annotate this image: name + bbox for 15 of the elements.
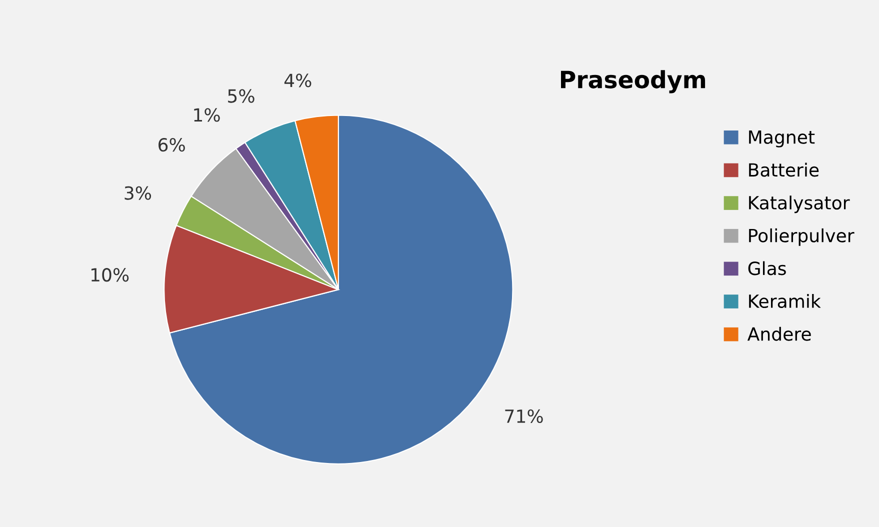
data-label: 5% [228, 89, 254, 103]
legend-label: Andere [747, 326, 811, 341]
legend-label: Keramik [749, 294, 821, 308]
legend-label: Magnet [749, 130, 815, 148]
data-label: 1% [194, 108, 220, 122]
legend-label: Polierpulver [749, 228, 854, 246]
data-label: 6% [158, 138, 185, 152]
chart-title: Praseodym [561, 70, 706, 94]
legend-label: Glas [748, 261, 786, 276]
data-label: 10% [91, 268, 129, 282]
data-label: 71% [505, 409, 543, 424]
legend-label: Katalysator [749, 196, 850, 214]
legend-label: Batterie [749, 162, 819, 177]
data-label: 4% [284, 74, 312, 88]
data-label: 3% [124, 186, 152, 200]
